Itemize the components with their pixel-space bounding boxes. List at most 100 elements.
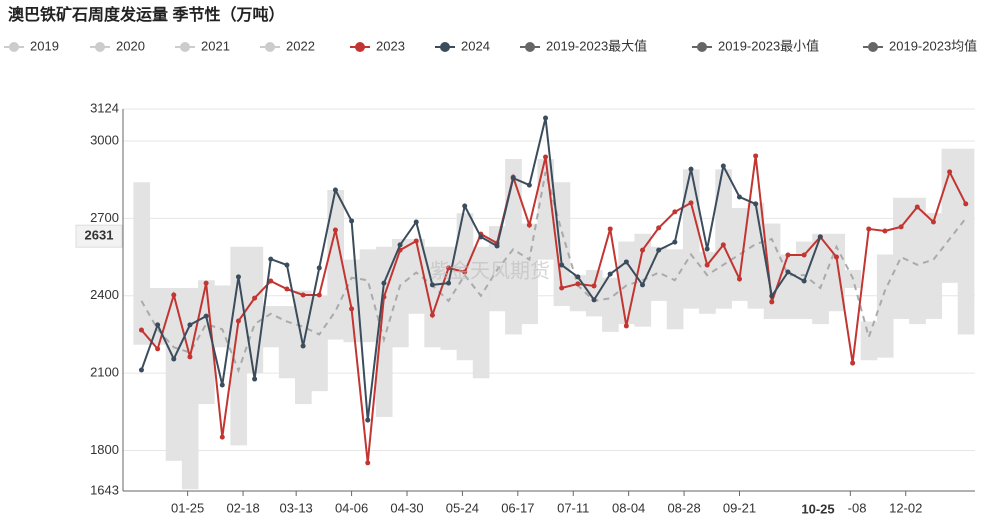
legend-label: 2024: [461, 38, 490, 53]
x-tick-label: 09-21: [723, 500, 756, 515]
range-band: [763, 223, 781, 319]
x-tick-label: 08-28: [667, 500, 700, 515]
point: [753, 201, 759, 207]
legend-item[interactable]: 2019-2023最大值: [520, 38, 647, 53]
chart-title: 澳巴铁矿石周度发运量 季节性（万吨）: [8, 5, 284, 24]
range-band: [440, 246, 458, 350]
x-tick-label: 08-04: [612, 500, 645, 515]
point: [462, 203, 468, 209]
legend-label: 2021: [201, 38, 230, 53]
range-band: [278, 306, 296, 379]
point: [349, 306, 355, 312]
point: [930, 219, 936, 225]
point: [672, 239, 678, 245]
point: [187, 354, 193, 360]
point: [623, 323, 629, 329]
range-band: [941, 148, 959, 283]
legend-item[interactable]: 2019-2023均值: [863, 38, 977, 53]
legend-item[interactable]: 2024: [435, 38, 490, 53]
range-band: [909, 197, 926, 325]
point: [268, 256, 274, 262]
x-tick-label: 04-06: [335, 500, 368, 515]
point: [575, 274, 581, 280]
range-band: [311, 295, 328, 392]
point: [817, 234, 823, 240]
point: [591, 283, 597, 289]
legend-item[interactable]: 2019-2023最小值: [692, 38, 819, 53]
range-band: [925, 213, 943, 319]
point: [704, 262, 710, 268]
point: [526, 182, 532, 188]
range-band: [359, 249, 377, 343]
point: [769, 299, 775, 305]
range-band: [214, 285, 231, 348]
range-band: [569, 275, 587, 312]
point: [736, 194, 742, 200]
point: [575, 281, 581, 287]
point: [898, 224, 904, 230]
x-tick-label: 06-17: [501, 500, 534, 515]
point: [365, 460, 371, 466]
point: [155, 322, 161, 328]
point: [914, 204, 920, 210]
point: [688, 166, 694, 172]
point: [429, 312, 435, 318]
range-band: [262, 306, 280, 348]
point: [769, 293, 775, 299]
range-band: [537, 159, 555, 260]
point: [720, 163, 726, 169]
y-tick-label: 3000: [90, 132, 119, 147]
pointer-x-label: 10-25: [801, 501, 834, 516]
legend-item[interactable]: 2023: [350, 38, 405, 53]
x-tick-label: 12-02: [889, 500, 922, 515]
range-band: [505, 159, 522, 335]
point: [833, 254, 839, 260]
point: [785, 269, 791, 275]
point: [138, 367, 144, 373]
y-tick-label: 1800: [90, 442, 119, 457]
range-band: [521, 223, 538, 325]
point: [591, 297, 597, 303]
point: [235, 318, 241, 324]
point: [785, 252, 791, 258]
x-tick-label: 04-30: [390, 500, 423, 515]
range-band: [585, 269, 603, 317]
range-band: [149, 288, 167, 345]
point: [268, 278, 274, 284]
legend-label: 2019-2023最小值: [718, 38, 819, 53]
range-band: [181, 288, 199, 490]
legend-icon: [265, 42, 275, 52]
point: [607, 271, 613, 277]
range-band: [408, 238, 425, 314]
legend-icon: [868, 42, 878, 52]
y-tick-label: 2100: [90, 365, 119, 380]
point: [397, 242, 403, 248]
point: [300, 292, 306, 298]
point: [332, 187, 338, 193]
point: [219, 382, 225, 388]
point: [736, 276, 742, 282]
point: [365, 417, 371, 423]
range-band: [893, 197, 910, 319]
x-tick-label: 05-24: [446, 500, 479, 515]
watermark: 紫金天风期货: [430, 259, 550, 282]
legend-item[interactable]: 2019: [4, 38, 59, 53]
point: [284, 286, 290, 292]
range-band: [375, 246, 393, 417]
legend-item[interactable]: 2021: [175, 38, 230, 53]
point: [252, 295, 258, 301]
point: [446, 265, 452, 271]
range-band: [456, 213, 474, 361]
point: [349, 218, 355, 224]
point: [850, 360, 856, 366]
legend-item[interactable]: 2020: [90, 38, 145, 53]
point: [446, 280, 452, 286]
pointer-box: [75, 224, 123, 248]
range-band: [650, 246, 668, 301]
point: [235, 274, 241, 280]
legend-item[interactable]: 2022: [260, 38, 315, 53]
range-band: [165, 288, 183, 461]
point: [138, 327, 144, 333]
y-tick-label: 3124: [90, 100, 119, 115]
